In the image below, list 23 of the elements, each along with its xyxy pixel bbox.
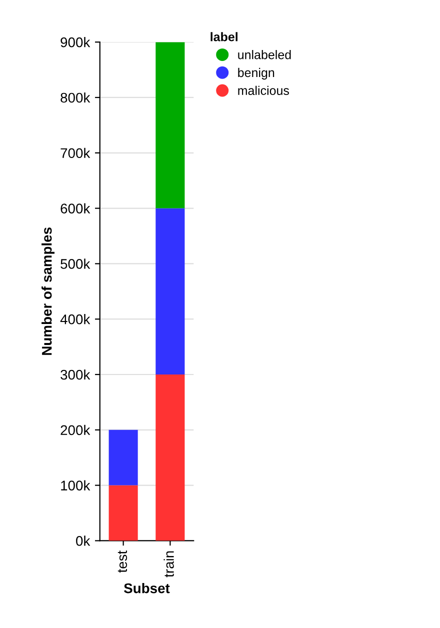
y-tick-label: 800k — [60, 92, 90, 103]
bar — [108, 485, 138, 541]
y-tick-label: 300k — [60, 369, 90, 380]
x-axis-title: Subset — [124, 583, 170, 594]
y-axis-title: Number of samples — [42, 228, 54, 355]
legend-title: label — [210, 32, 238, 42]
bar — [156, 208, 185, 374]
bar — [156, 374, 185, 541]
y-tick-label: 200k — [60, 424, 90, 436]
y-tick-label: 900k — [60, 37, 90, 48]
legend-label: unlabeled — [238, 50, 291, 60]
y-tick-label: 700k — [60, 148, 90, 158]
bar — [156, 42, 185, 208]
x-tick-label: test — [118, 550, 128, 573]
y-tick-label: 0k — [76, 536, 90, 546]
y-tick-label: 500k — [60, 258, 90, 269]
y-tick-label: 400k — [60, 314, 90, 324]
legend-label: malicious — [238, 86, 289, 96]
bar — [108, 430, 138, 486]
y-tick-label: 100k — [61, 480, 90, 490]
y-tick-label: 600k — [60, 203, 90, 214]
legend-label: benign — [238, 68, 274, 80]
x-tick-label: train — [164, 551, 174, 578]
